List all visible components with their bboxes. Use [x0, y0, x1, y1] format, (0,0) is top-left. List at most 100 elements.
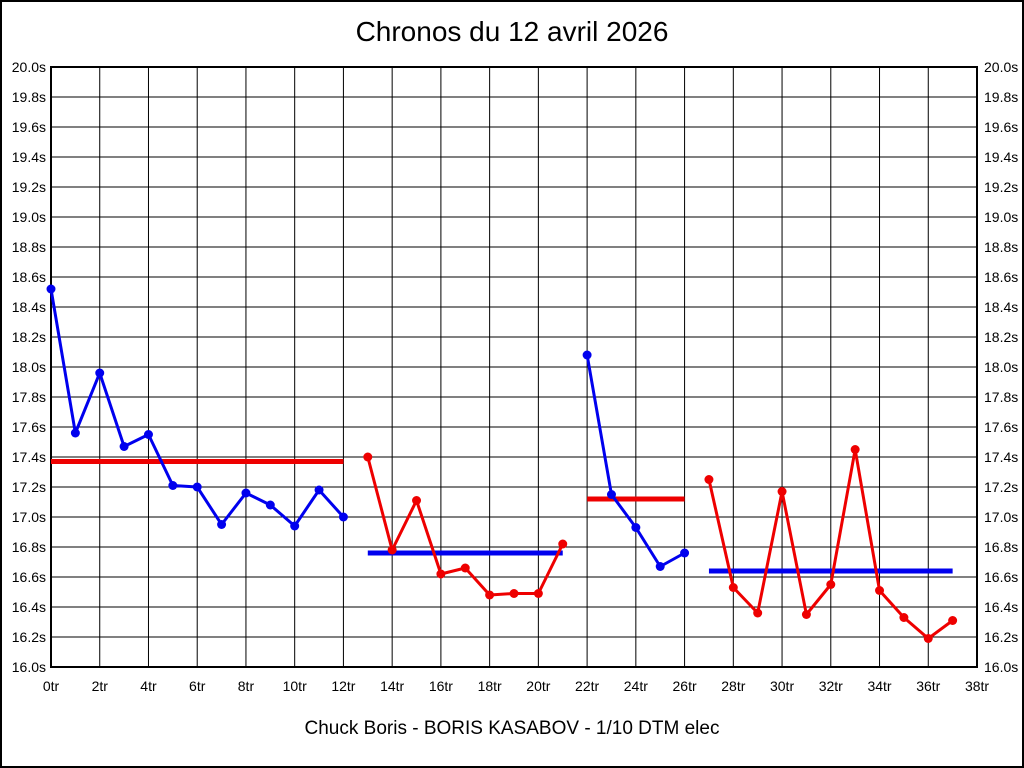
run-3-laps-point: [606, 490, 616, 499]
run-2-laps-point: [485, 590, 495, 600]
x-axis-tick-label: 0tr: [43, 678, 60, 694]
run-2-laps-trace: [366, 456, 565, 597]
y-axis-tick-label-right: 17.8s: [984, 389, 1018, 405]
y-axis-tick-label-left: 18.2s: [12, 329, 46, 345]
run-1-laps-point: [95, 368, 105, 378]
x-axis-tick-label: 2tr: [92, 678, 109, 694]
run-2-laps-point: [558, 539, 568, 549]
run-3-laps-point: [655, 562, 665, 571]
x-axis-tick-label: 14tr: [380, 678, 404, 694]
y-axis-tick-label-right: 17.0s: [984, 509, 1018, 525]
run-2-laps-point: [509, 589, 519, 598]
y-axis-tick-label-right: 17.6s: [984, 419, 1018, 435]
y-axis-tick-label-right: 18.0s: [984, 359, 1018, 375]
y-axis-tick-label-right: 19.2s: [984, 179, 1018, 195]
run-4-laps-point: [826, 580, 836, 589]
run-3-laps-point: [582, 350, 592, 360]
driver-caption: Chuck Boris - BORIS KASABOV - 1/10 DTM e…: [304, 718, 720, 739]
x-axis-tick-label: 8tr: [238, 678, 255, 694]
run-1-laps-point: [46, 284, 56, 294]
run-3-laps-point: [631, 523, 641, 532]
y-axis-tick-label-right: 19.8s: [984, 89, 1018, 105]
run-2-laps-point: [460, 563, 470, 573]
grid: [50, 66, 978, 668]
y-axis-tick-label-right: 18.8s: [984, 239, 1018, 255]
run-4-laps-point: [850, 445, 860, 454]
y-axis-tick-label-left: 16.4s: [12, 599, 46, 615]
run-2-laps-point: [436, 569, 446, 579]
run-1-laps-point: [290, 521, 300, 531]
y-axis-tick-label-right: 16.0s: [984, 659, 1018, 675]
run-1-laps-point: [338, 512, 348, 522]
chart-title: Chronos du 12 avril 2026: [355, 16, 669, 47]
x-axis-tick-label: 34tr: [867, 678, 891, 694]
y-axis-tick-label-right: 16.4s: [984, 599, 1018, 615]
y-axis-tick-label-right: 19.6s: [984, 119, 1018, 135]
run-1-laps-point: [168, 481, 178, 490]
run-1-laps-point: [314, 485, 324, 495]
x-axis-tick-label: 26tr: [673, 678, 697, 694]
run-4-laps-point: [923, 634, 933, 643]
run-1-laps-point: [241, 488, 251, 498]
y-axis-tick-label-left: 17.4s: [12, 449, 46, 465]
y-axis-tick-label-left: 19.6s: [12, 119, 46, 135]
run-1-laps-point: [192, 482, 202, 492]
y-axis-tick-label-right: 18.6s: [984, 269, 1018, 285]
y-axis-tick-label-left: 16.8s: [12, 539, 46, 555]
y-axis-tick-label-left: 17.6s: [12, 419, 46, 435]
x-axis-tick-label: 18tr: [478, 678, 502, 694]
y-axis-tick-label-left: 17.0s: [12, 509, 46, 525]
x-axis-tick-label: 22tr: [575, 678, 599, 694]
y-axis-tick-label-left: 19.4s: [12, 149, 46, 165]
x-axis-tick-label: 32tr: [819, 678, 843, 694]
y-axis-tick-label-right: 17.2s: [984, 479, 1018, 495]
y-axis-tick-label-left: 19.0s: [12, 209, 46, 225]
x-axis-tick-label: 6tr: [189, 678, 206, 694]
run-1-laps-point: [217, 520, 227, 529]
y-axis-tick-label-left: 17.8s: [12, 389, 46, 405]
run-4-laps-point: [753, 608, 763, 618]
y-axis-tick-label-right: 18.2s: [984, 329, 1018, 345]
x-axis-tick-label: 38tr: [965, 678, 989, 694]
run-2-laps-point: [363, 452, 373, 462]
run-3-laps-point: [680, 548, 690, 558]
y-axis-tick-label-left: 19.8s: [12, 89, 46, 105]
y-axis-tick-label-right: 16.6s: [984, 569, 1018, 585]
y-axis-tick-label-right: 16.8s: [984, 539, 1018, 555]
x-axis-tick-label: 12tr: [331, 678, 355, 694]
run-4-laps-point: [801, 610, 811, 619]
y-axis-tick-label-right: 20.0s: [984, 59, 1018, 75]
run-4-laps-point: [777, 487, 787, 496]
y-axis-tick-label-left: 18.4s: [12, 299, 46, 315]
run-2-laps-point: [533, 589, 543, 598]
run-3-laps: [582, 350, 690, 571]
run-1-laps: [46, 284, 348, 531]
plot-border: [50, 66, 978, 668]
y-axis-tick-label-left: 17.2s: [12, 479, 46, 495]
y-axis-tick-label-left: 18.6s: [12, 269, 46, 285]
x-axis-tick-label: 4tr: [140, 678, 157, 694]
x-axis-tick-label: 36tr: [916, 678, 940, 694]
x-axis-tick-label: 28tr: [721, 678, 745, 694]
y-axis-tick-label-left: 20.0s: [12, 59, 46, 75]
run-2-laps-point: [387, 545, 397, 555]
axis-tick-labels: 0tr 2tr 4tr 6tr 8tr 10tr 12tr 14tr 16tr 18tr 20tr 2…: [12, 59, 1019, 694]
y-axis-tick-label-right: 17.4s: [984, 449, 1018, 465]
y-axis-tick-label-right: 19.0s: [984, 209, 1018, 225]
run-1-laps-point: [265, 500, 275, 510]
run-4-laps-point: [728, 583, 738, 592]
x-axis-tick-label: 10tr: [283, 678, 307, 694]
x-axis-tick-label: 24tr: [624, 678, 648, 694]
y-axis-tick-label-left: 18.8s: [12, 239, 46, 255]
run-4-laps: [704, 445, 958, 643]
run-4-laps-point: [948, 616, 958, 625]
run-4-laps-point: [704, 475, 714, 484]
run-2-laps: [363, 452, 568, 600]
y-axis-tick-label-left: 19.2s: [12, 179, 46, 195]
y-axis-tick-label-left: 16.6s: [12, 569, 46, 585]
y-axis-tick-label-left: 16.0s: [12, 659, 46, 675]
y-axis-tick-label-left: 18.0s: [12, 359, 46, 375]
run-2-laps-point: [412, 496, 422, 505]
